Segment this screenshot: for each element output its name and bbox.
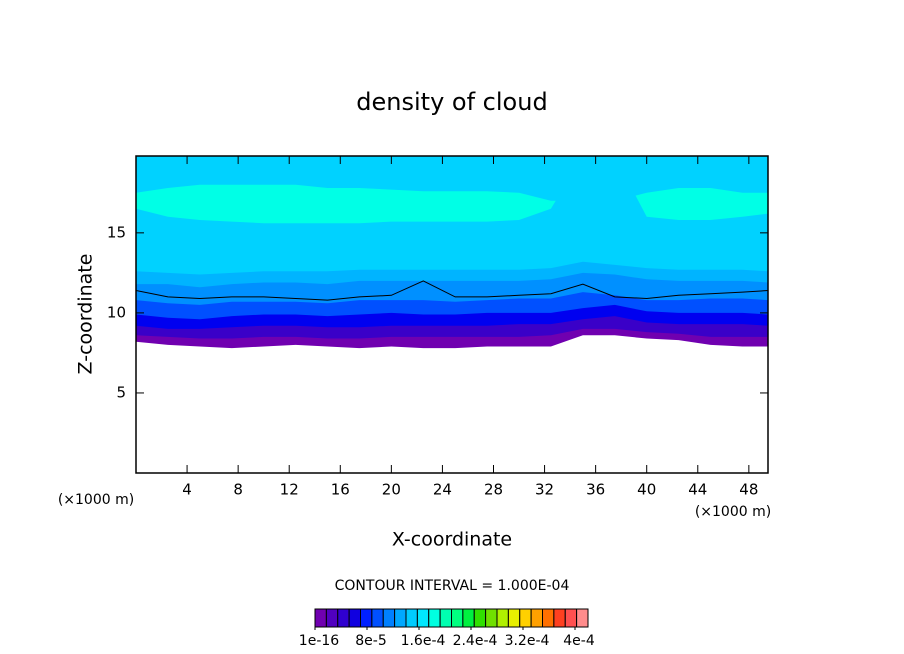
colorbar-box xyxy=(507,608,521,628)
x-tick-label: 40 xyxy=(637,481,656,499)
colorbar-tick-label: 8e-5 xyxy=(355,633,386,649)
colorbar-box xyxy=(530,608,543,628)
contour-line xyxy=(136,280,768,301)
contour-interval: CONTOUR INTERVAL = 1.000E-04 xyxy=(335,578,570,594)
colorbar-box xyxy=(564,608,578,628)
x-axis-unit: (×1000 m) xyxy=(695,504,771,520)
colorbar-box xyxy=(496,608,509,628)
x-axis-label: X-coordinate xyxy=(392,529,512,551)
x-tick-label: 36 xyxy=(586,481,605,499)
colorbar-box xyxy=(519,608,532,628)
colorbar-tick-label: 1.6e-4 xyxy=(401,633,446,649)
colorbar-box xyxy=(451,608,464,628)
colorbar-box xyxy=(439,608,452,628)
contour-field xyxy=(136,156,768,349)
colorbar-box xyxy=(553,608,566,628)
colorbar-box xyxy=(314,608,327,628)
colorbar-box xyxy=(542,608,555,628)
colorbar-box xyxy=(371,608,384,628)
y-tick-label: 10 xyxy=(107,303,126,321)
colorbar-box xyxy=(360,608,373,628)
colorbar-box xyxy=(405,608,418,628)
y-axis-unit: (×1000 m) xyxy=(58,492,134,508)
chart-title: density of cloud xyxy=(356,88,547,116)
colorbar-tick-label: 2.4e-4 xyxy=(453,633,498,649)
x-tick-label: 32 xyxy=(535,481,554,499)
colorbar-box xyxy=(416,608,430,628)
x-tick-label: 24 xyxy=(433,481,452,499)
x-tick-label: 28 xyxy=(484,481,503,499)
colorbar-box xyxy=(348,608,361,628)
x-tick-label: 44 xyxy=(688,481,707,499)
x-tick-label: 8 xyxy=(233,481,243,499)
colorbar-box xyxy=(485,608,498,628)
colorbar-box xyxy=(462,608,475,628)
y-tick-label: 5 xyxy=(116,383,126,401)
x-tick-label: 12 xyxy=(280,481,299,499)
colorbar-box xyxy=(428,608,441,628)
colorbar-box xyxy=(325,608,339,628)
colorbar-box xyxy=(576,608,589,628)
y-axis-label: Z-coordinate xyxy=(75,254,97,375)
colorbar-box xyxy=(473,608,487,628)
colorbar-tick-label: 3.2e-4 xyxy=(505,633,550,649)
colorbar-tick-label: 1e-16 xyxy=(299,633,339,649)
x-tick-label: 48 xyxy=(739,481,758,499)
y-tick-label: 15 xyxy=(107,223,126,241)
x-tick-label: 20 xyxy=(382,481,401,499)
x-tick-label: 4 xyxy=(182,481,192,499)
colorbar-tick-label: 4e-4 xyxy=(563,633,595,649)
x-tick-label: 16 xyxy=(331,481,350,499)
colorbar-box xyxy=(337,608,350,628)
plot-frame xyxy=(135,155,769,474)
colorbar-box xyxy=(382,608,396,628)
contour-band xyxy=(136,156,768,201)
colorbar-box xyxy=(394,608,407,628)
